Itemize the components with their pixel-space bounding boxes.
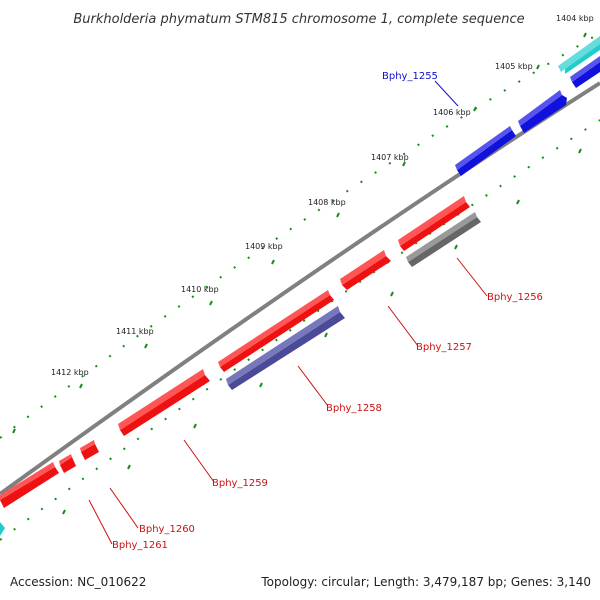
gene-label-bphy-1257[interactable]: Bphy_1257 <box>416 342 472 353</box>
gene-bphy-1258 <box>218 290 334 372</box>
gene-label-bphy-1261[interactable]: Bphy_1261 <box>112 540 168 551</box>
gene-slate <box>226 306 345 390</box>
gene-label-bphy-1258[interactable]: Bphy_1258 <box>326 403 382 414</box>
summary-text: Topology: circular; Length: 3,479,187 bp… <box>260 575 591 589</box>
tick-label-1408: 1408 kbp <box>308 198 346 207</box>
leader-lines <box>88 80 488 545</box>
gene-bphy-1260 <box>80 440 99 460</box>
gene-bphy-1256 <box>398 196 470 251</box>
gene-label-bphy-1255[interactable]: Bphy_1255 <box>382 71 438 82</box>
tick-label-1407: 1407 kbp <box>371 153 409 162</box>
inner-ruler-ticks <box>62 148 582 515</box>
gene-bphy-1257 <box>340 250 391 290</box>
gene-labels: Bphy_1255 Bphy_1256 Bphy_1257 Bphy_1258 … <box>112 71 543 551</box>
gene-red-left <box>0 462 59 508</box>
gene-bphy-1261 <box>59 454 76 473</box>
gene-bphy-1255 <box>455 56 600 176</box>
outer-ruler <box>0 32 600 439</box>
tick-label-1411: 1411 kbp <box>116 327 154 336</box>
gene-cyan-top <box>558 36 600 74</box>
gene-label-bphy-1260[interactable]: Bphy_1260 <box>139 524 195 535</box>
tick-label-1409: 1409 kbp <box>245 242 283 251</box>
ruler-tick-labels: 1404 kbp 1405 kbp 1406 kbp 1407 kbp 1408… <box>51 14 594 377</box>
chromosome-backbone <box>0 81 600 496</box>
gene-label-bphy-1259[interactable]: Bphy_1259 <box>212 478 268 489</box>
tick-label-1410: 1410 kbp <box>181 285 219 294</box>
gene-bphy-1259 <box>118 369 210 436</box>
accession-text: Accession: NC_010622 <box>10 575 146 589</box>
inner-ruler <box>0 119 600 541</box>
map-title: Burkholderia phymatum STM815 chromosome … <box>73 12 524 27</box>
tick-label-1406: 1406 kbp <box>433 108 471 117</box>
tick-label-1405: 1405 kbp <box>495 62 533 71</box>
tick-label-1404: 1404 kbp <box>556 14 594 23</box>
gene-label-bphy-1256[interactable]: Bphy_1256 <box>487 292 543 303</box>
gene-cyan-left <box>0 522 5 536</box>
outer-ruler-ticks <box>12 32 587 434</box>
tick-label-1412: 1412 kbp <box>51 368 89 377</box>
gene-gray <box>406 212 481 267</box>
